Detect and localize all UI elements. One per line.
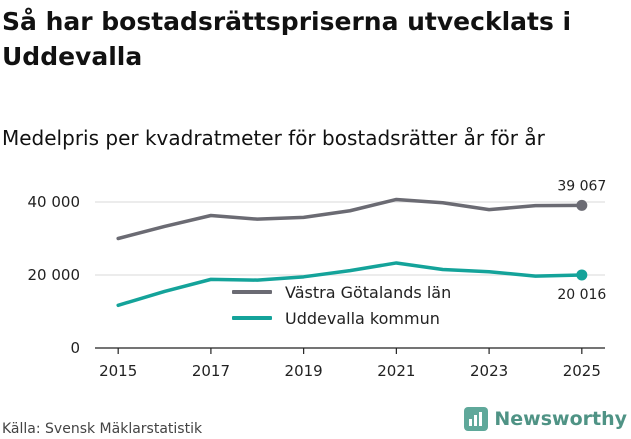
chart-legend: Västra Götalands län Uddevalla kommun [232,279,451,331]
x-tick-label: 2025 [563,362,601,380]
x-tick-label: 2015 [99,362,137,380]
legend-swatch-vastra-gotaland [232,290,272,294]
end-label-vastra-gotaland: 39 067 [557,178,606,194]
newsworthy-logo-icon [464,407,489,431]
y-tick-label: 0 [70,339,80,357]
data-point [576,269,588,281]
series-line-vastra-gotaland [116,197,584,241]
y-tick-label: 40 000 [28,193,81,211]
series-line-uddevalla [116,261,584,308]
brand-name: Newsworthy [494,408,627,430]
x-tick-label: 2023 [470,362,508,380]
data-point [576,199,588,211]
legend-label-uddevalla: Uddevalla kommun [285,308,440,328]
x-tick-label: 2019 [285,362,323,380]
brand: Newsworthy [464,407,627,431]
source-note: Källa: Svensk Mäklarstatistik [2,421,203,437]
x-tick-label: 2017 [192,362,230,380]
legend-item-uddevalla: Uddevalla kommun [232,305,451,331]
chart-title: Så har bostadsrättspriserna utvecklats i… [2,7,572,71]
legend-swatch-uddevalla [232,316,272,320]
legend-label-vastra-gotaland: Västra Götalands län [285,282,452,302]
x-tick-label: 2021 [377,362,415,380]
end-label-uddevalla: 20 016 [557,287,606,303]
chart-subtitle: Medelpris per kvadratmeter för bostadsrä… [2,126,545,150]
y-tick-label: 20 000 [28,266,81,284]
legend-item-vastra-gotaland: Västra Götalands län [232,279,451,305]
